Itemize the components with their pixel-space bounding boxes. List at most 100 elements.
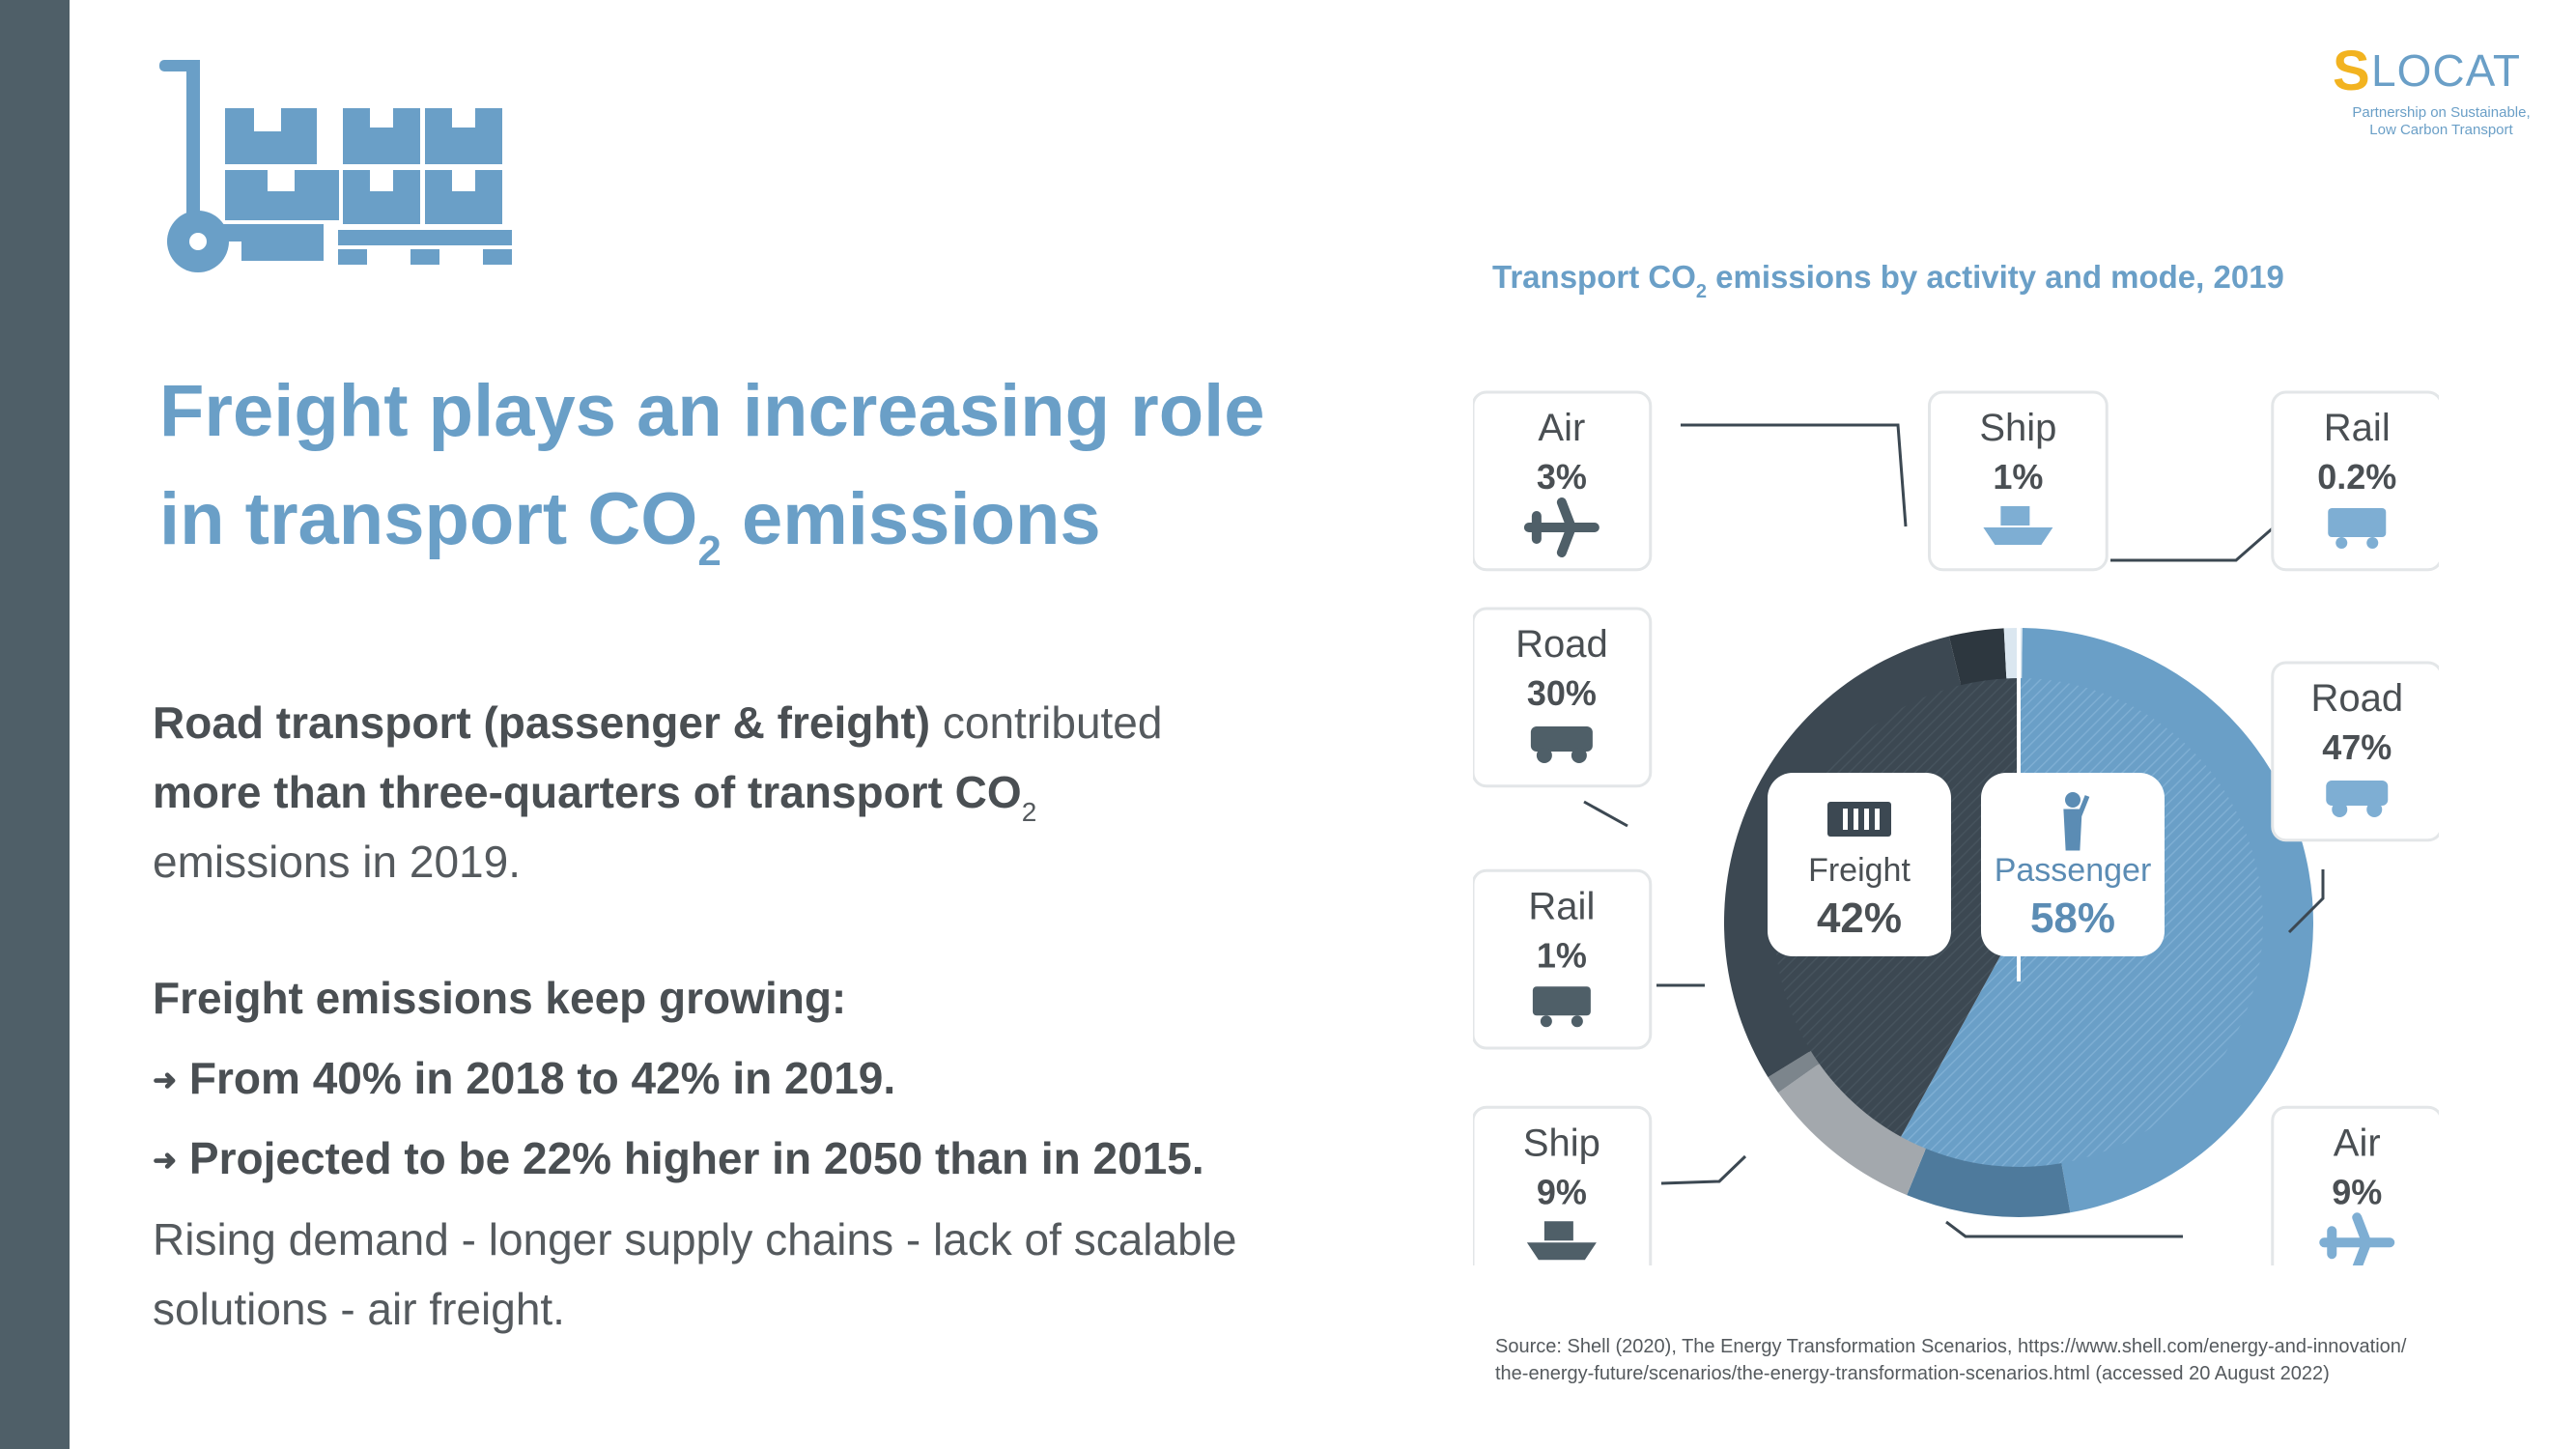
- mode-value-label: 3%: [1537, 457, 1587, 497]
- ring-slice-freight-road: [1724, 636, 1962, 1078]
- card-freight-road: Road 30%: [1473, 607, 1653, 788]
- activity-label: Passenger: [1995, 852, 2152, 889]
- emissions-year-text: emissions in 2019.: [153, 837, 521, 887]
- cargo-plane-icon: [1523, 497, 1599, 557]
- source-line-1: Source: Shell (2020), The Energy Transfo…: [1495, 1336, 2407, 1357]
- logo-wordmark: LOCAT: [2371, 45, 2521, 96]
- title-line-2: in transport CO2 emissions: [159, 466, 1415, 574]
- leader-line: [2110, 525, 2276, 562]
- mode-label: Rail: [2324, 407, 2391, 449]
- card-freight-air: Air 3%: [1473, 390, 1653, 572]
- source-line-2: the-energy-future/scenarios/the-energy-t…: [1495, 1363, 2330, 1384]
- card-box: [1473, 1105, 1653, 1265]
- leader-line: [1681, 423, 1908, 527]
- arrow-icon: ➜: [153, 1145, 178, 1177]
- bullet-2-text: Projected to be 22% higher in 2050 than …: [188, 1133, 1204, 1183]
- slocat-logo: S LOCAT Partnership on Sustainable, Low …: [2333, 39, 2550, 145]
- card-passenger-ship: Ship 1%: [1928, 390, 2109, 572]
- arrow-icon: ➜: [153, 1065, 178, 1096]
- left-accent-bar: [0, 0, 70, 1449]
- activity-label: Freight: [1808, 852, 1911, 889]
- road-transport-paragraph: Road transport (passenger & freight) con…: [153, 688, 1408, 896]
- mode-label: Air: [2334, 1122, 2381, 1164]
- title-line-2-end: emissions: [721, 478, 1101, 560]
- card-box: [2271, 661, 2439, 842]
- card-passenger-air: Air 9%: [2271, 1105, 2439, 1265]
- mode-value-label: 9%: [2332, 1172, 2382, 1211]
- mode-label: Ship: [1979, 407, 2056, 449]
- ring-slice-freight-ship: [1778, 1064, 1926, 1196]
- chart-title: Transport CO2 emissions by activity and …: [1492, 259, 2284, 301]
- title-subscript: 2: [697, 527, 722, 575]
- page-title: Freight plays an increasing role in tran…: [159, 357, 1415, 574]
- activity-value-label: 58%: [2030, 895, 2115, 942]
- activity-value-label: 42%: [1817, 895, 1902, 942]
- ring-slice-freight-rail: [1768, 1050, 1820, 1094]
- mode-value-label: 30%: [1527, 673, 1597, 713]
- card-box: [2271, 1105, 2439, 1265]
- co2-subscript: 2: [1021, 797, 1037, 827]
- card-box: [2271, 390, 2439, 572]
- activity-card-box: [1768, 773, 1951, 956]
- plane-icon: [2319, 1212, 2395, 1265]
- mode-label: Ship: [1523, 1122, 1600, 1164]
- chart-title-end: emissions by activity and mode, 2019: [1706, 259, 2284, 295]
- ring-slice-passenger-air: [1907, 1149, 2071, 1217]
- chart-title-subscript: 2: [1695, 281, 1707, 302]
- leader-line: [1583, 800, 1628, 828]
- mode-value-label: 1%: [1537, 935, 1587, 975]
- person-icon: [2063, 792, 2090, 851]
- card-passenger-rail: Rail 0.2%: [2271, 390, 2439, 572]
- bullet-2: ➜ Projected to be 22% higher in 2050 tha…: [153, 1124, 1408, 1205]
- truck-icon: [1530, 726, 1593, 763]
- road-transport-bold: Road transport (passenger & freight): [153, 697, 931, 748]
- card-freight-ship: Ship 9%: [1473, 1105, 1653, 1265]
- three-quarters-bold: more than three-quarters of transport CO: [153, 767, 1022, 817]
- card-box: [1473, 390, 1653, 572]
- leader-line: [1945, 1220, 2183, 1238]
- mode-value-label: 9%: [1537, 1172, 1587, 1211]
- container-icon: [1827, 802, 1891, 837]
- drivers-line-1: Rising demand - longer supply chains - l…: [153, 1214, 1237, 1264]
- bullet-1: ➜ From 40% in 2018 to 42% in 2019.: [153, 1044, 1408, 1124]
- mode-label: Road: [1515, 623, 1608, 666]
- ring-slice-freight-air: [1948, 628, 2007, 686]
- leader-line: [1660, 1154, 1747, 1185]
- passenger-ship-icon: [1983, 506, 2053, 545]
- chart-title-text: Transport CO: [1492, 259, 1696, 295]
- train-icon: [2328, 508, 2387, 549]
- freight-growth-heading: Freight emissions keep growing:: [153, 973, 847, 1023]
- logo-tagline-line-1: Partnership on Sustainable,: [2352, 104, 2531, 121]
- activity-card-box: [1981, 773, 2165, 956]
- activity-cards: Freight 42% Passenger 58%: [1768, 773, 2165, 956]
- leader-lines: [1583, 423, 2325, 1238]
- cargo-ship-icon: [1526, 1221, 1597, 1261]
- card-passenger-road: Road 47%: [2271, 661, 2439, 842]
- title-line-2-text: in transport CO: [159, 478, 698, 560]
- mode-label: Road: [2310, 677, 2403, 720]
- activity-card-freight: Freight 42%: [1768, 773, 1951, 956]
- freight-growth-section: Freight emissions keep growing: ➜ From 4…: [153, 964, 1408, 1344]
- drivers-line-2: solutions - air freight.: [153, 1284, 565, 1334]
- source-citation: Source: Shell (2020), The Energy Transfo…: [1495, 1333, 2538, 1387]
- mode-value-label: 1%: [1993, 457, 2043, 497]
- mode-label: Air: [1538, 407, 1585, 449]
- title-line-1: Freight plays an increasing role: [159, 370, 1265, 452]
- contributed-text: contributed: [930, 697, 1163, 748]
- logo-mark: S: [2333, 40, 2370, 102]
- mode-value-label: 0.2%: [2317, 457, 2396, 497]
- activity-card-passenger: Passenger 58%: [1981, 773, 2165, 956]
- freight-cart-icon: [159, 60, 512, 272]
- logo-tagline-line-2: Low Carbon Transport: [2369, 122, 2513, 138]
- mode-label: Rail: [1528, 885, 1595, 927]
- leader-line: [2287, 869, 2325, 934]
- car-icon: [2326, 781, 2389, 817]
- bullet-1-text: From 40% in 2018 to 42% in 2019.: [188, 1053, 896, 1103]
- ring-slice-passenger-road: [2022, 628, 2313, 1213]
- logo-tagline: Partnership on Sustainable, Low Carbon T…: [2333, 104, 2550, 139]
- card-box: [1473, 607, 1653, 788]
- freight-wagon-icon: [1532, 986, 1591, 1028]
- card-box: [1928, 390, 2109, 572]
